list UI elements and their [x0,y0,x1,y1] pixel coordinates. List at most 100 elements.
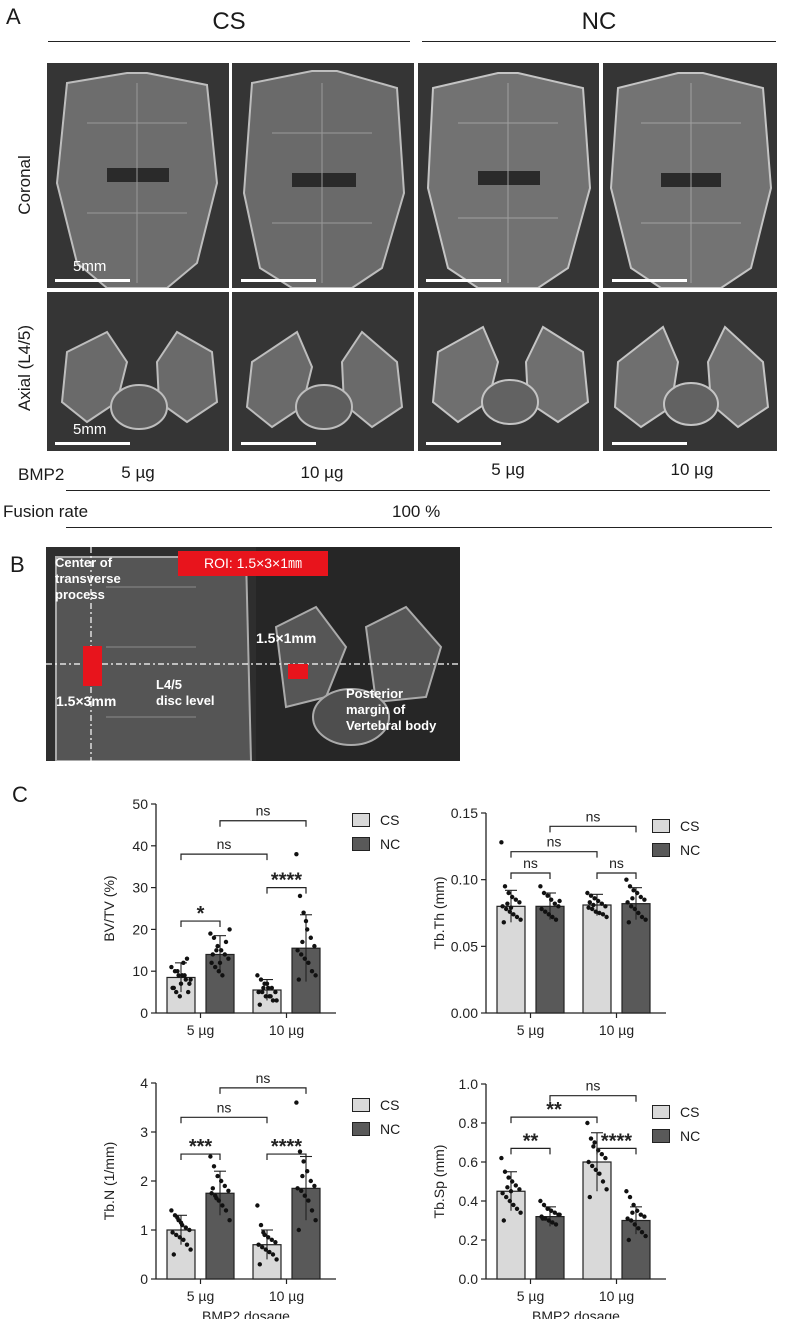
legend-2: CS NC [652,818,700,858]
row-label-axial: Axial (L4/5) [15,325,34,411]
significance-label: **** [601,1130,632,1152]
data-point [187,1227,192,1233]
coronal-image-cs-10 [232,63,414,288]
y-tick-label: 0.6 [459,1154,479,1170]
data-point [171,1252,176,1257]
data-point [208,931,213,936]
data-point [586,1159,591,1165]
data-point [553,1222,559,1227]
data-point [585,1120,590,1126]
data-point [505,901,510,906]
significance-label: ns [256,803,271,819]
legend-swatch-nc [652,1129,670,1143]
data-point [274,998,279,1003]
data-point [273,1240,278,1245]
fusion-rate-label: Fusion rate [3,502,89,521]
data-point [296,977,301,982]
nc-header-line [422,41,776,42]
fusion-row-line [66,527,772,528]
y-tick-label: 0.00 [451,1005,478,1021]
data-point [635,1208,640,1213]
y-tick-label: 0.8 [459,1115,479,1131]
legend-label-nc: NC [680,842,701,858]
y-tick-label: 0.2 [459,1232,479,1248]
group-cs-header: CS [212,8,246,35]
data-point [266,985,271,991]
data-point [507,1198,512,1204]
data-point [586,905,591,910]
data-point [513,897,518,902]
y-tick-label: 40 [132,838,148,854]
y-tick-label: 0.15 [451,805,478,821]
axial-image-nc-10 [603,292,777,451]
data-point [549,897,554,902]
data-point [257,1002,262,1007]
legend-swatch-nc [352,837,370,851]
data-point [186,989,191,995]
data-point [171,985,176,991]
y-tick-label: 3 [140,1124,148,1140]
scale-bar-axial-4 [612,442,687,445]
size-left-label: 1.5×3mm [56,693,117,709]
data-point [215,943,220,949]
x-axis-label: BMP2 dosage [202,1308,290,1319]
data-point [642,1214,647,1219]
y-tick-label: 20 [132,921,148,937]
data-point [301,910,306,915]
data-point [261,1230,266,1235]
data-point [269,985,274,991]
data-point [210,952,215,957]
data-point [511,1202,516,1208]
data-point [632,1222,637,1227]
data-point [631,888,636,893]
significance-label: ns [586,1078,601,1094]
data-point [556,904,561,909]
significance-label: ns [609,855,624,871]
data-point [260,989,265,995]
significance-label: **** [271,870,302,892]
significance-label: ** [523,1130,539,1152]
data-point [223,939,229,945]
scale-bar-axial-1 [55,442,130,445]
scale-bar-coronal-1 [55,279,130,282]
data-point [214,948,219,953]
data-point [638,1212,643,1217]
data-point [587,900,592,905]
significance-label: **** [271,1136,302,1158]
significance-bracket [266,887,307,894]
dose-label-3: 5 µg [491,460,525,479]
data-point [627,1194,633,1200]
data-point [597,1171,602,1176]
data-point [273,989,278,995]
data-point [176,973,181,978]
data-point [506,1175,511,1180]
data-point [266,1235,271,1240]
data-point [216,969,221,974]
data-point [629,1218,634,1223]
legend-swatch-cs [352,1098,370,1112]
data-point [312,943,317,949]
data-point [550,1220,555,1225]
data-point [255,973,260,978]
coronal-image-nc-5 [418,63,599,288]
data-point [545,893,550,898]
data-point [219,948,224,953]
legend-swatch-cs [652,1105,670,1119]
data-point [305,1169,310,1174]
data-point [596,898,601,904]
data-point [297,893,303,899]
coronal-image-cs-5 [47,63,229,288]
significance-label: ** [546,1099,562,1121]
legend-label-nc: NC [680,1128,701,1144]
data-point [211,935,217,940]
data-point [508,1189,514,1194]
y-tick-label: 0.0 [459,1271,479,1287]
data-point [300,939,305,945]
data-point [208,1154,213,1159]
significance-bracket [510,1147,551,1155]
data-point [261,985,266,991]
data-point [294,851,299,857]
x-tick-label: 10 µg [269,1288,304,1304]
significance-bracket [180,1153,221,1161]
